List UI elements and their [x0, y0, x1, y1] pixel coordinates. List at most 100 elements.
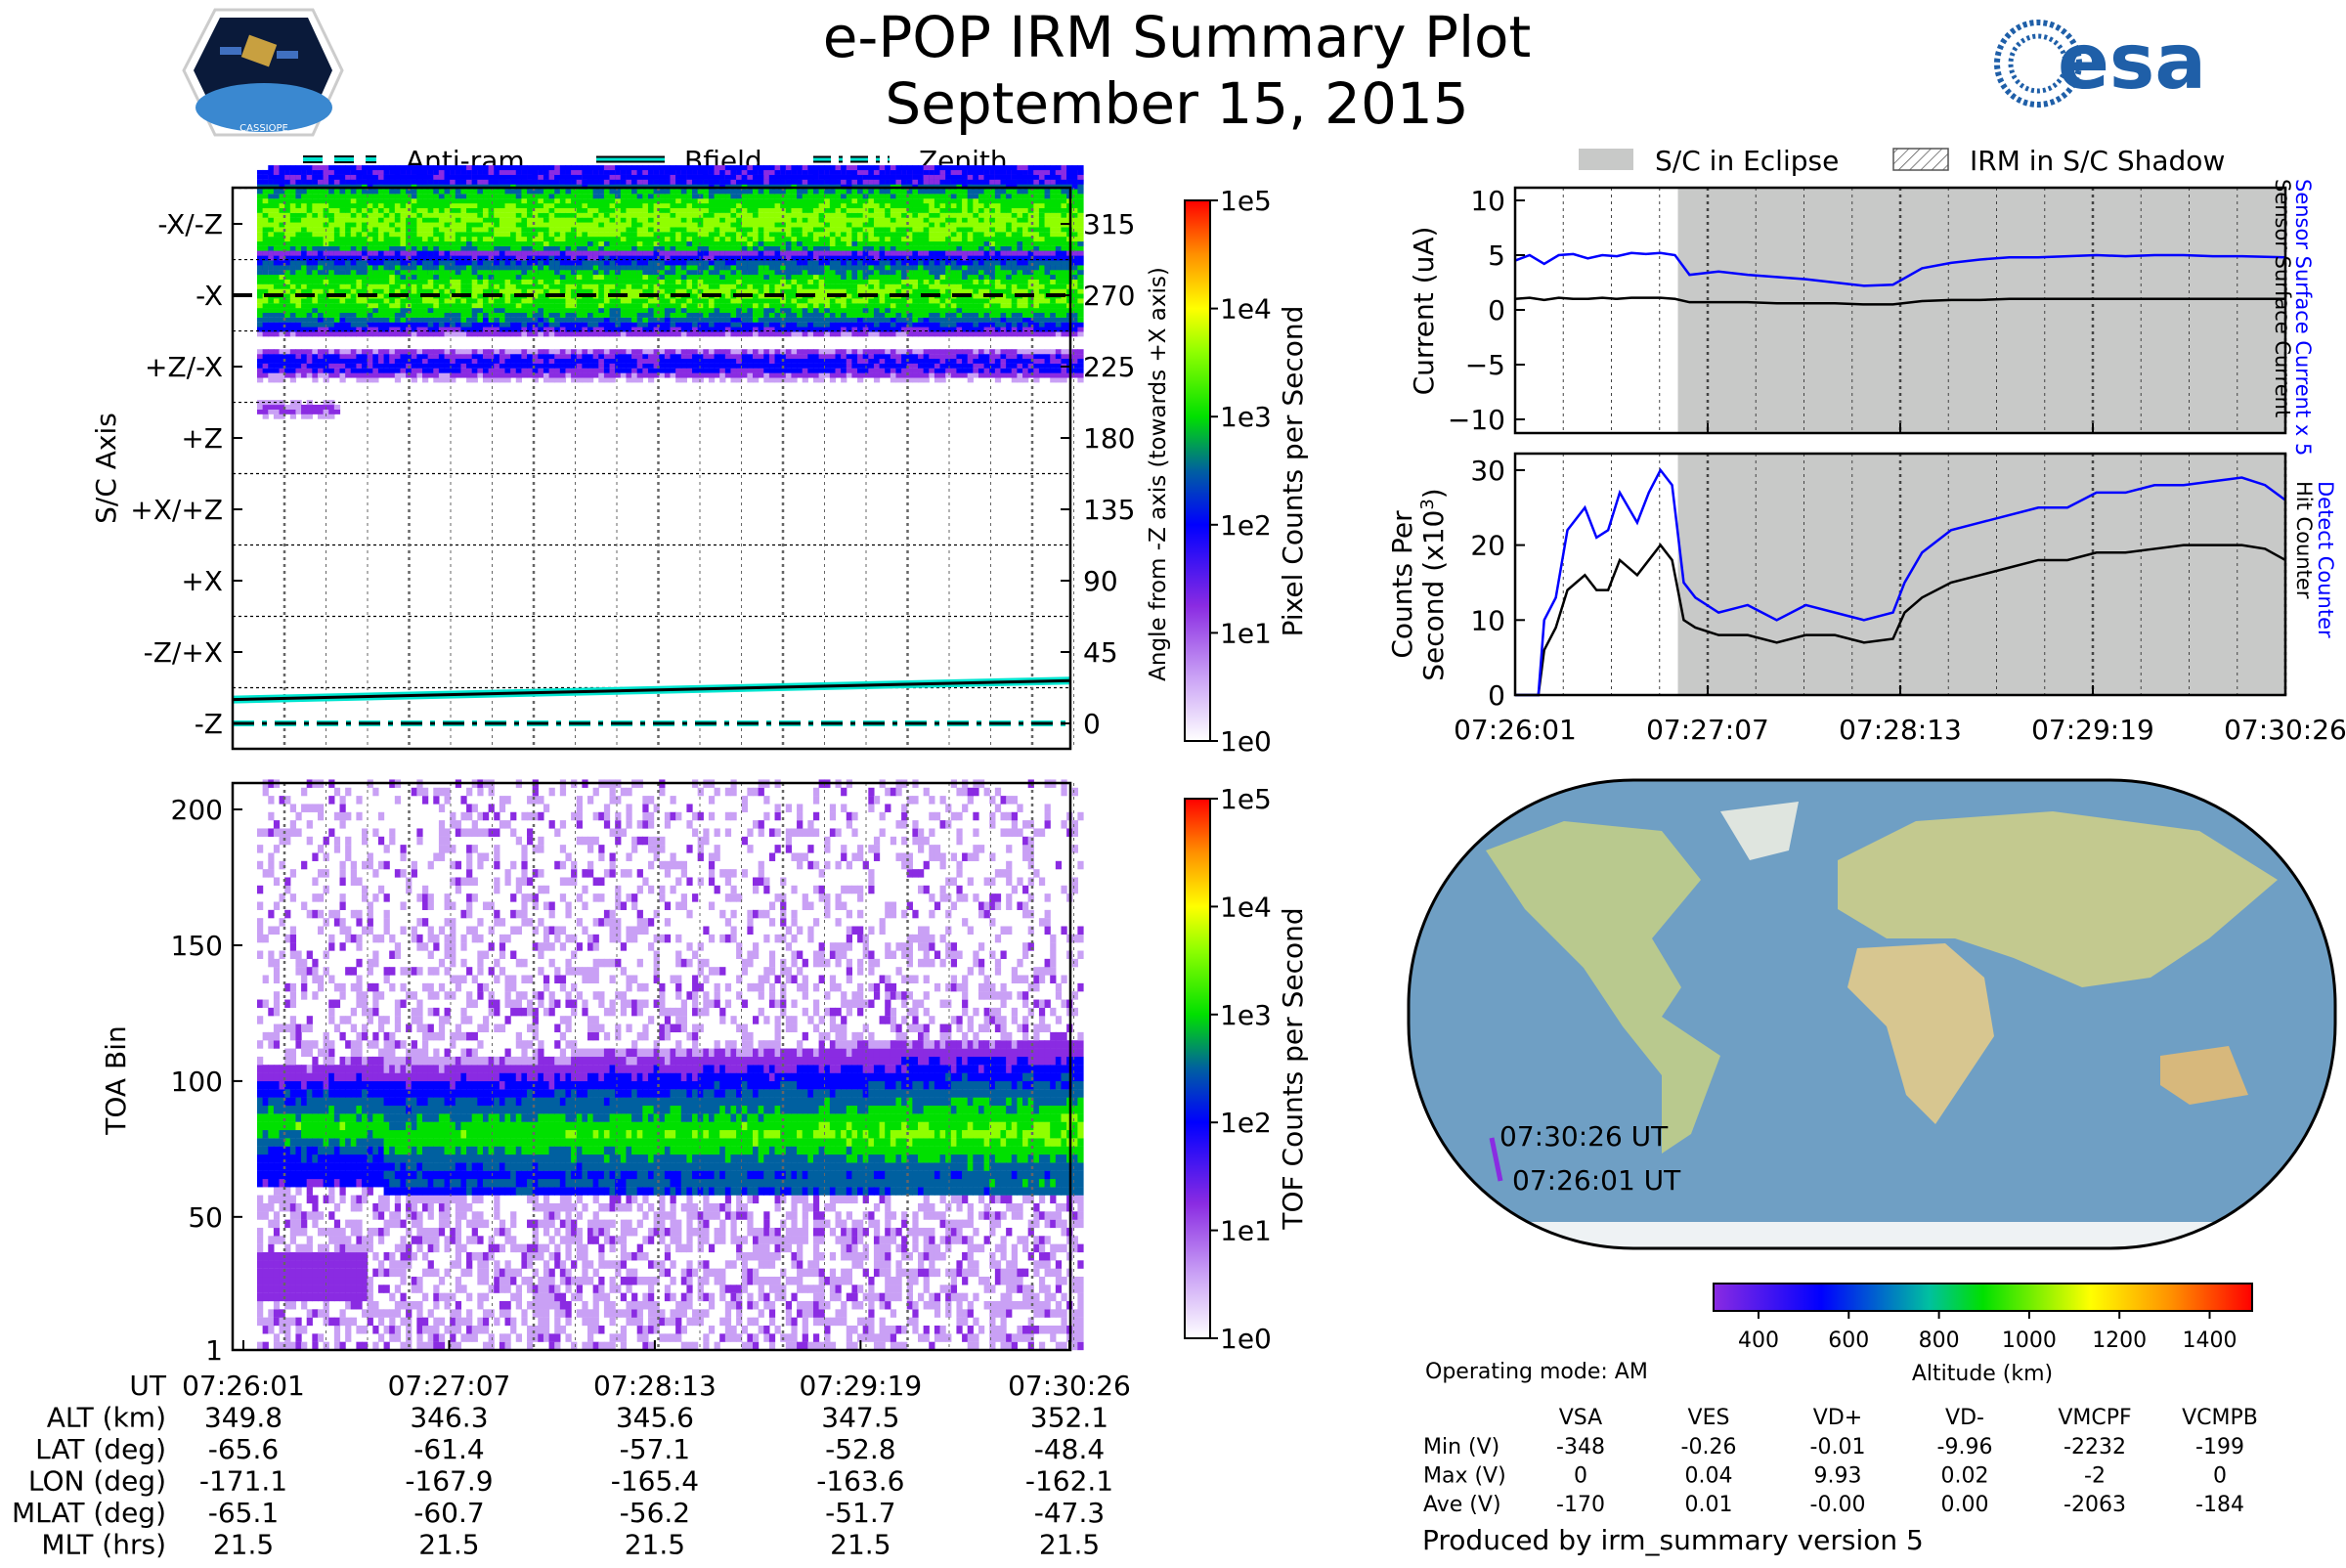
pixel-cell [736, 169, 743, 175]
pixel-cell [527, 255, 534, 261]
pixel-cell [708, 202, 716, 208]
pixel-cell [559, 232, 567, 238]
pixel-cell [306, 312, 313, 318]
pixel-cell [323, 174, 329, 180]
pixel-cell [730, 198, 737, 204]
pixel-cell [350, 327, 357, 332]
pixel-cell [301, 212, 308, 218]
pixel-cell [576, 189, 583, 195]
pixel-cell [317, 288, 325, 294]
pixel-cell [268, 232, 275, 238]
page-date: September 15, 2015 [885, 70, 1468, 137]
pixel-cell [592, 212, 599, 218]
pixel-cell [543, 265, 550, 271]
pixel-cell [571, 240, 578, 246]
pixel-cell [521, 358, 528, 364]
pixel-cell [527, 169, 534, 175]
pixel-cell [482, 274, 490, 280]
pixel-cell [620, 207, 628, 213]
pixel-cell [768, 283, 776, 289]
pixel-cell [730, 317, 737, 323]
pixel-cell [763, 217, 770, 223]
pixel-cell [312, 331, 319, 337]
pixel-cell [427, 331, 434, 337]
pixel-cell [587, 217, 594, 223]
pixel-cell [736, 222, 743, 228]
pixel-cell [460, 270, 467, 276]
pixel-cell [328, 349, 335, 355]
pixel-cell [433, 194, 440, 199]
pixel-cell [653, 179, 660, 185]
pixel-cell [747, 174, 754, 180]
pixel-cell [647, 260, 655, 266]
pixel-cell [576, 349, 583, 355]
pixel-cell [670, 283, 676, 289]
pixel-cell [312, 293, 319, 299]
pixel-cell [758, 212, 764, 218]
pixel-cell [554, 377, 561, 383]
pixel-cell [466, 189, 473, 195]
pixel-cell [262, 322, 269, 327]
pixel-cell [548, 240, 555, 246]
pixel-cell [543, 207, 550, 213]
pixel-cell [753, 331, 760, 337]
pixel-cell [482, 240, 490, 246]
pixel-cell [367, 270, 373, 276]
pixel-cell [377, 358, 385, 364]
pixel-cell [653, 255, 660, 261]
pixel-cell [636, 169, 643, 175]
pixel-cell [571, 327, 578, 332]
pixel-cell [350, 237, 357, 242]
pixel-cell [482, 283, 490, 289]
pixel-cell [675, 217, 682, 223]
pixel-cell [730, 354, 737, 360]
pixel-cell [301, 317, 308, 323]
pixel-cell [289, 279, 297, 284]
pixel-cell [515, 331, 522, 337]
pixel-cell [372, 198, 379, 204]
pixel-cell [438, 327, 446, 332]
pixel-cell [377, 308, 385, 314]
pixel-cell [582, 322, 588, 327]
pixel-cell [273, 372, 281, 378]
pixel-cell [603, 317, 611, 323]
pixel-cell [724, 312, 732, 318]
pixel-cell [719, 265, 726, 271]
pixel-cell [636, 288, 643, 294]
pixel-cell [257, 265, 264, 271]
pixel-cell [460, 240, 467, 246]
pixel-cell [647, 354, 655, 360]
pixel-cell [411, 317, 417, 323]
pixel-cell [372, 174, 379, 180]
pixel-cell [642, 174, 649, 180]
pixel-cell [576, 232, 583, 238]
pixel-cell [444, 217, 451, 223]
pixel-cell [527, 222, 534, 228]
pixel-cell [670, 288, 676, 294]
pixel-cell [499, 250, 506, 256]
pixel-cell [482, 358, 490, 364]
pixel-cell [587, 270, 594, 276]
pixel-cell [257, 293, 264, 299]
pixel-cell [471, 283, 478, 289]
pixel-cell [582, 174, 588, 180]
pixel-cell [565, 245, 572, 251]
pixel-cell [383, 298, 390, 304]
pixel-cell [444, 279, 451, 284]
pixel-cell [675, 227, 682, 233]
pixel-cell [538, 250, 544, 256]
pixel-cell [686, 198, 693, 204]
pixel-cell [730, 250, 737, 256]
pixel-cell [333, 265, 341, 271]
pixel-cell [438, 363, 446, 369]
pixel-cell [284, 363, 291, 369]
pixel-cell [527, 207, 534, 213]
pixel-cell [703, 232, 710, 238]
pixel-cell [670, 227, 676, 233]
pixel-cell [295, 179, 302, 185]
pixel-cell [582, 279, 588, 284]
pixel-cell [328, 372, 335, 378]
pixel-cell [631, 279, 638, 284]
pixel-cell [323, 245, 329, 251]
pixel-cell [708, 198, 716, 204]
